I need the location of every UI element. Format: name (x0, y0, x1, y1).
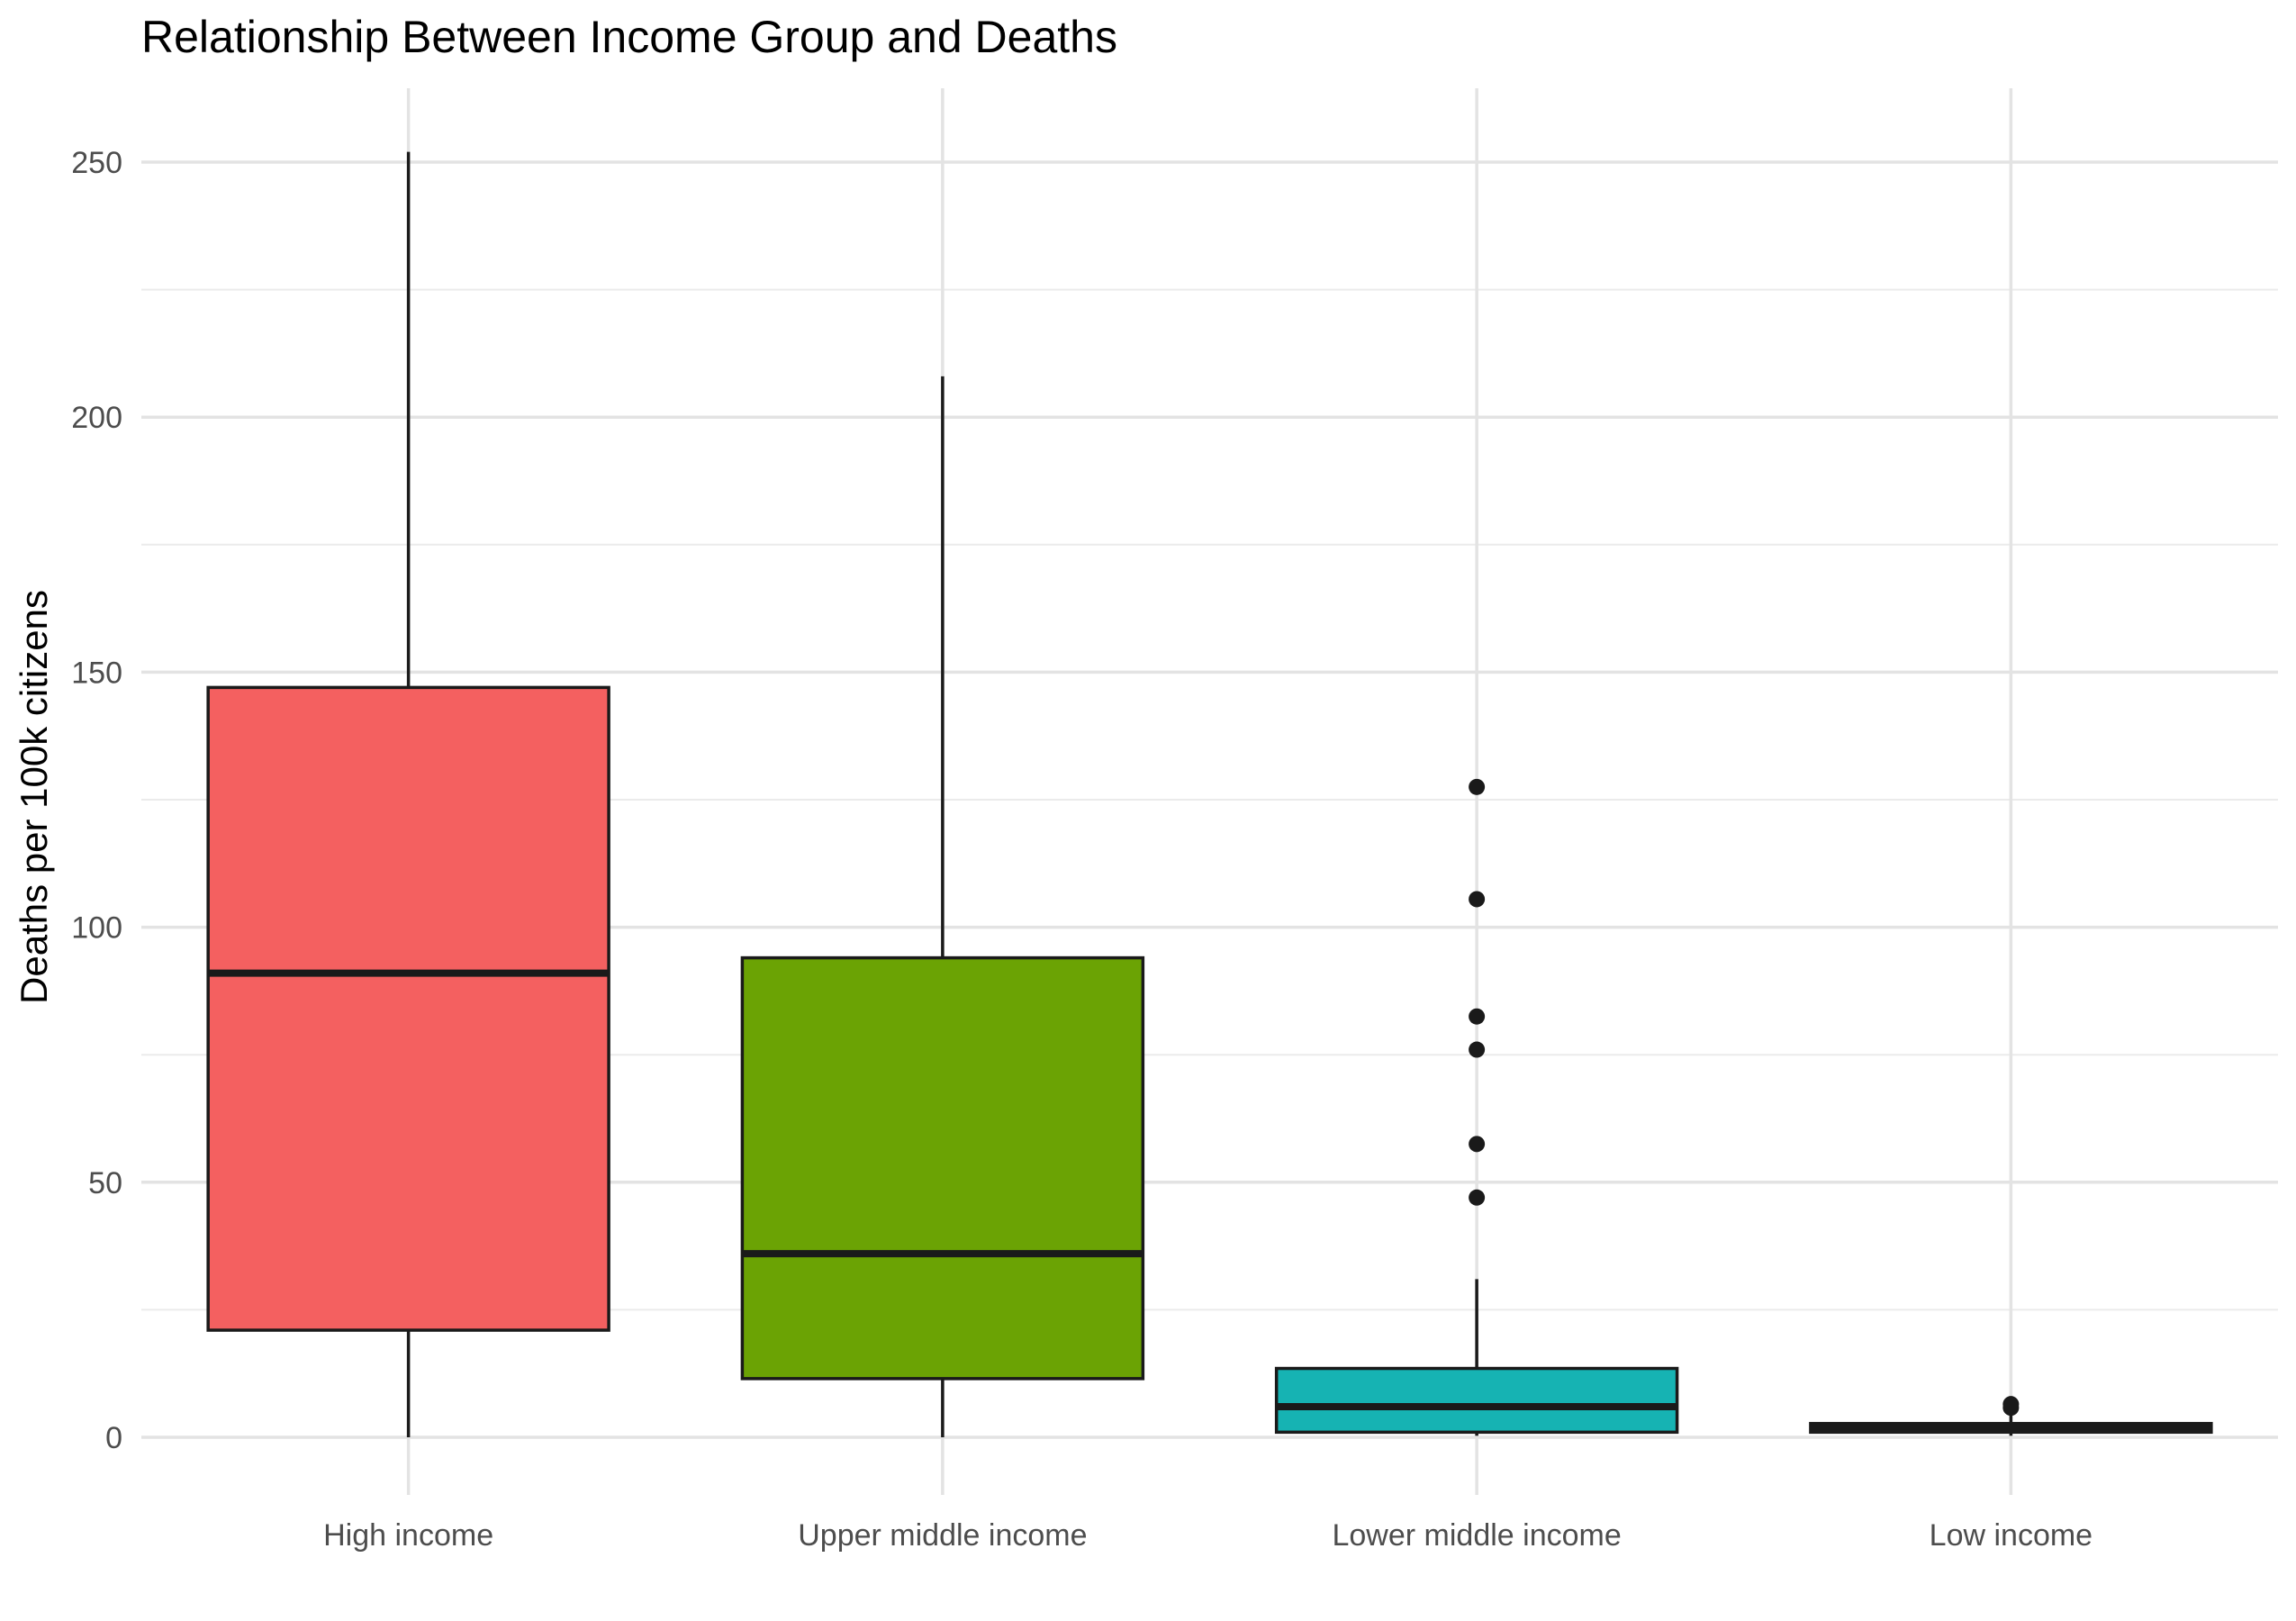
x-tick-label: Upper middle income (798, 1518, 1087, 1553)
box-body (740, 955, 1145, 1381)
chart-title: Relationship Between Income Group and De… (141, 12, 1117, 62)
x-tick-label: Lower middle income (1332, 1518, 1621, 1553)
boxes (206, 151, 2213, 1437)
box-high-income (206, 151, 610, 1437)
x-tick-label: High income (323, 1518, 493, 1553)
x-tick-label: Low income (1930, 1518, 2093, 1553)
box-upper-middle-income (740, 376, 1145, 1437)
box-body (1274, 1366, 1679, 1435)
outlier-point (1469, 1136, 1486, 1153)
y-tick-label: 150 (71, 656, 122, 690)
outlier-point (1469, 1189, 1486, 1206)
y-tick-label: 100 (71, 911, 122, 946)
y-axis-title: Deaths per 100k citizens (13, 590, 55, 1004)
y-tick-label: 200 (71, 401, 122, 435)
y-tick-label: 50 (88, 1166, 122, 1200)
outlier-point (1469, 891, 1486, 908)
outlier-point (2002, 1396, 2020, 1413)
x-axis-ticks: High income Upper middle income Lower midd… (323, 1518, 2093, 1553)
outlier-point (1469, 778, 1486, 795)
outlier-point (1469, 1041, 1486, 1058)
y-axis-ticks: 0 50 100 150 200 250 (71, 146, 122, 1455)
y-tick-label: 250 (71, 146, 122, 180)
outlier-point (1469, 1008, 1486, 1025)
box-lower-middle-income (1274, 778, 1679, 1436)
box-low-income (1809, 1396, 2213, 1436)
box-body (206, 685, 610, 1332)
y-tick-label: 0 (105, 1421, 122, 1455)
